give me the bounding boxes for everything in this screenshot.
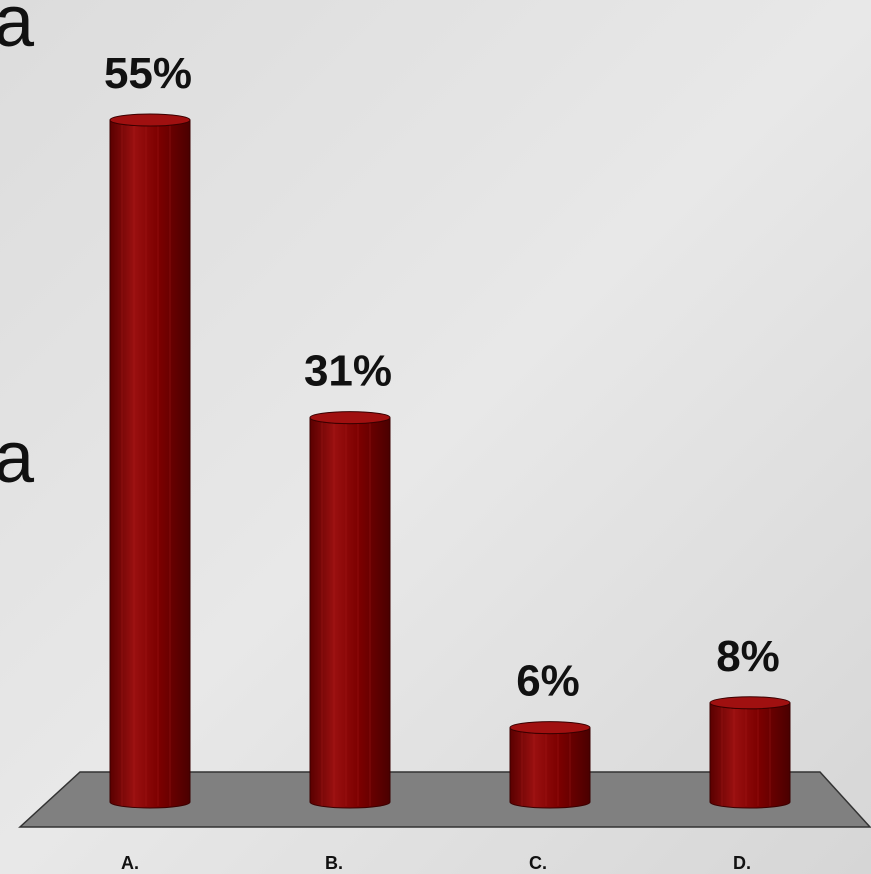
x-tick-label: B. — [325, 853, 343, 873]
bar-top — [709, 696, 791, 710]
side-text: a — [0, 418, 35, 498]
value-label: 8% — [716, 632, 780, 681]
bar-top — [309, 411, 391, 425]
x-tick-label: A. — [121, 853, 139, 873]
bar-top — [509, 721, 591, 735]
x-tick-label: C. — [529, 853, 547, 873]
x-tick-label: D. — [733, 853, 751, 873]
value-label: 31% — [304, 347, 392, 396]
side-text: a — [0, 0, 35, 62]
bar-top — [109, 113, 191, 127]
value-label: 55% — [104, 49, 192, 98]
value-label: 6% — [516, 657, 580, 706]
